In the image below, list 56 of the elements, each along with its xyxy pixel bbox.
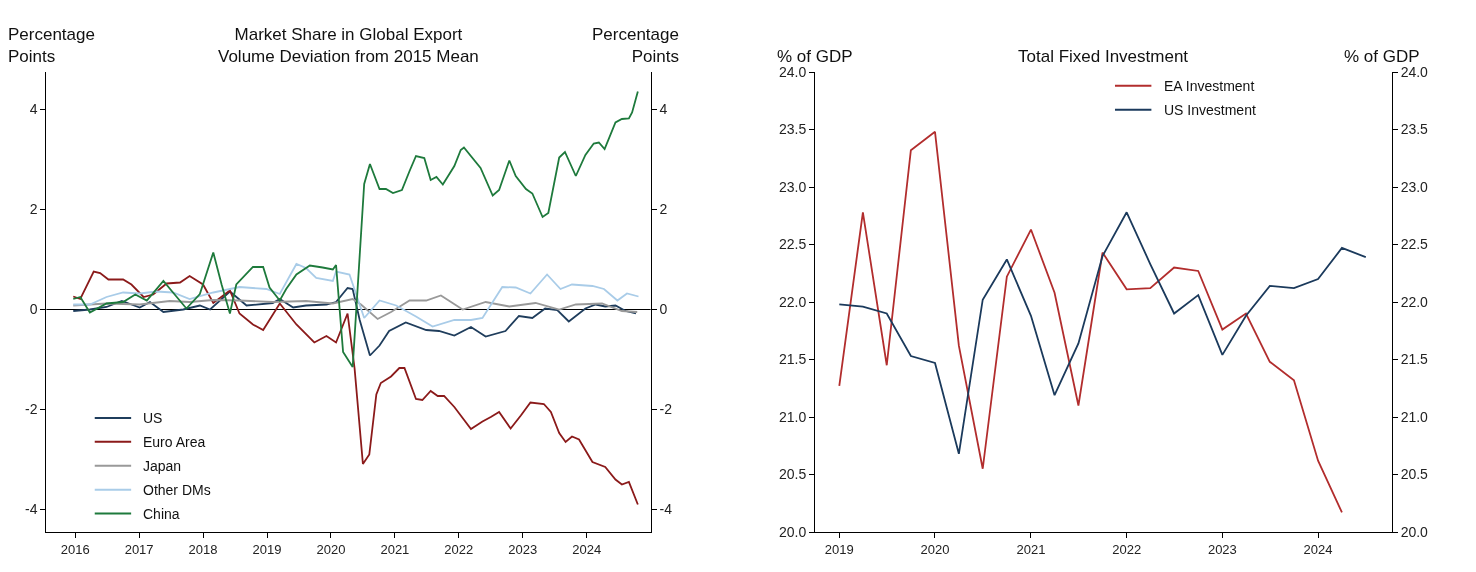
chart-title: Total Fixed Investment: [1018, 47, 1189, 66]
y2-tick-label: 4: [659, 101, 668, 118]
legend-label: US Investment: [1164, 102, 1256, 118]
y-axis-title: Percentage Points: [8, 25, 95, 67]
y2-axis-title: % of GDP: [1344, 47, 1420, 66]
y2-axis-title: Percentage Points: [592, 25, 679, 67]
y-tick-label: -2: [25, 401, 38, 418]
x-tick-label: 2023: [1207, 541, 1237, 557]
x-tick-label: 2019: [252, 541, 282, 557]
y2-tick-label: 21.5: [1400, 351, 1429, 368]
y2-tick-label: -4: [659, 501, 673, 518]
y-tick-label: 22.0: [779, 293, 807, 310]
y2-tick-label: 20.0: [1400, 523, 1429, 540]
x-tick-label: 2024: [1303, 541, 1333, 557]
legend-label: EA Investment: [1164, 78, 1255, 94]
y2-tick-label: 20.5: [1400, 466, 1429, 483]
x-tick-label: 2024: [572, 541, 602, 557]
legend-label: Euro Area: [143, 434, 206, 450]
legend-label: Japan: [143, 458, 182, 474]
x-tick-label: 2023: [508, 541, 538, 557]
y-axis-title: % of GDP: [777, 47, 853, 66]
legend-label: Other DMs: [143, 482, 211, 498]
x-tick-label: 2018: [188, 541, 218, 557]
legend-label: US: [143, 410, 163, 426]
y2-tick-label: 22.0: [1400, 293, 1429, 310]
x-tick-label: 2016: [60, 541, 90, 557]
y2-tick-label: -2: [659, 401, 673, 418]
y-tick-label: 0: [29, 301, 38, 318]
x-tick-label: 2022: [444, 541, 474, 557]
y2-tick-label: 21.0: [1400, 408, 1429, 425]
x-tick-label: 2022: [1112, 541, 1142, 557]
y-tick-label: 20.5: [779, 466, 807, 483]
y2-tick-label: 23.5: [1400, 121, 1429, 138]
x-tick-label: 2021: [380, 541, 410, 557]
x-tick-label: 2019: [824, 541, 854, 557]
legend-label: China: [143, 506, 180, 522]
x-tick-label: 2021: [1016, 541, 1046, 557]
y-tick-label: 2: [29, 201, 38, 218]
y-tick-label: 20.0: [779, 523, 807, 540]
y-tick-label: 4: [29, 101, 38, 118]
chart-title: Market Share in Global Export Volume Deviation from 2015 Mean: [218, 25, 479, 67]
y-tick-label: 24.0: [779, 63, 807, 80]
y-tick-label: 23.5: [779, 121, 807, 138]
y2-tick-label: 24.0: [1400, 63, 1429, 80]
y2-tick-label: 0: [659, 301, 668, 318]
y-tick-label: -4: [25, 501, 38, 518]
x-tick-label: 2020: [920, 541, 950, 557]
y-tick-label: 23.0: [779, 178, 807, 195]
x-tick-label: 2017: [124, 541, 154, 557]
y2-tick-label: 2: [659, 201, 668, 218]
y-tick-label: 21.5: [779, 351, 807, 368]
y-tick-label: 21.0: [779, 408, 807, 425]
x-tick-label: 2020: [316, 541, 346, 557]
y2-tick-label: 23.0: [1400, 178, 1429, 195]
y-tick-label: 22.5: [779, 236, 807, 253]
y2-tick-label: 22.5: [1400, 236, 1429, 253]
